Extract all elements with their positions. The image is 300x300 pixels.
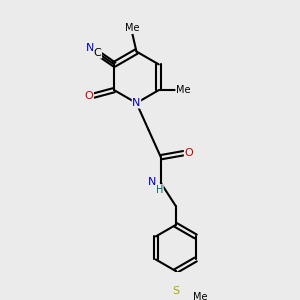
Text: H: H: [156, 185, 163, 195]
Text: Me: Me: [125, 23, 140, 34]
Text: O: O: [184, 148, 193, 158]
Text: N: N: [86, 43, 94, 53]
Text: Me: Me: [176, 85, 190, 95]
Text: S: S: [172, 286, 179, 296]
Text: O: O: [85, 91, 93, 100]
Text: Me: Me: [193, 292, 207, 300]
Text: N: N: [132, 98, 141, 108]
Text: C: C: [94, 48, 101, 58]
Text: N: N: [148, 177, 156, 187]
